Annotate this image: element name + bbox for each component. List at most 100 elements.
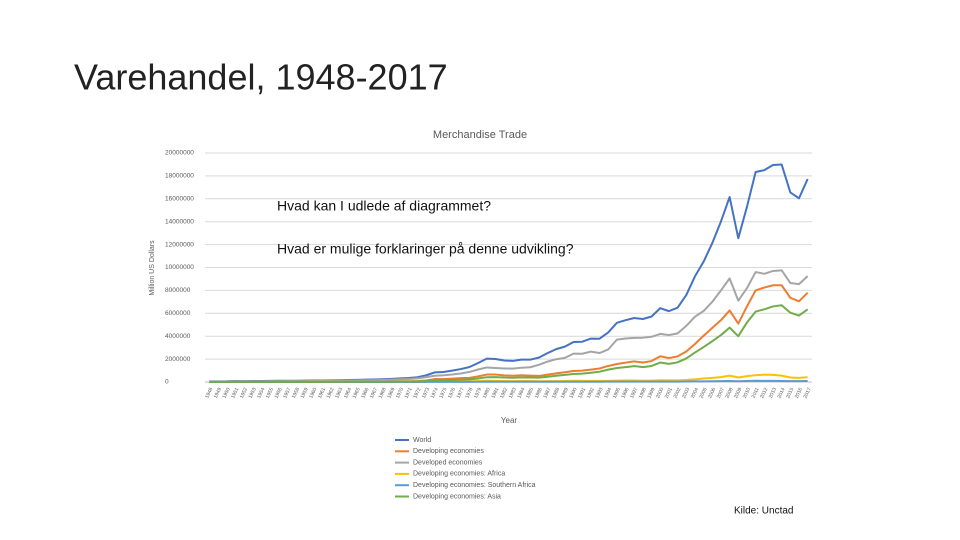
- x-tick-label: 1970: [395, 387, 405, 400]
- x-tick-label: 2009: [733, 387, 743, 400]
- series-line: [209, 304, 809, 383]
- x-tick-label: 1977: [456, 387, 466, 400]
- plot: 0 2000000 4000000 6000000 8000000 10000000 120…: [165, 150, 813, 501]
- x-tick-label: 1967: [369, 387, 379, 400]
- y-tick-label: 6000000: [165, 310, 191, 317]
- chart-title: Merchandise Trade: [433, 129, 527, 141]
- x-tick-label: 1978: [464, 387, 474, 400]
- x-tick-label: 1984: [516, 387, 526, 400]
- x-tick-label: 1976: [447, 387, 457, 400]
- x-tick-label: 1948: [204, 387, 214, 400]
- y-axis-label: Million US Dollars: [149, 240, 156, 296]
- x-tick-label: 2006: [707, 387, 717, 400]
- question: Hvad er mulige forklaringer på denne udv…: [277, 241, 574, 257]
- legend-label: Developing economies: [413, 448, 484, 455]
- x-tick-label: 1963: [334, 387, 344, 400]
- x-tick-label: 1994: [603, 387, 613, 400]
- x-tick-label: 1955: [265, 387, 275, 400]
- x-tick-label: 1975: [438, 387, 448, 400]
- legend-label: Developing economies: Asia: [413, 493, 501, 500]
- y-tick-label: 14000000: [165, 218, 194, 225]
- x-tick-label: 2002: [672, 387, 682, 400]
- x-tick-label: 1989: [560, 387, 570, 400]
- x-tick-label: 1988: [551, 387, 561, 400]
- y-tick-label: 12000000: [165, 241, 194, 248]
- x-tick-label: 2015: [785, 387, 795, 400]
- x-tick-label: 1997: [629, 387, 639, 400]
- x-tick-label: 1996: [620, 387, 630, 400]
- x-tick-label: 2017: [803, 387, 813, 400]
- x-tick-label: 1987: [542, 387, 552, 400]
- y-tick-label: 20000000: [165, 150, 194, 157]
- x-tick-label: 1957: [282, 387, 292, 400]
- x-tick-label: 1972: [412, 387, 422, 400]
- y-tick-label: 0: [165, 379, 169, 386]
- x-tick-label: 2007: [716, 387, 726, 400]
- x-tick-label: 1961: [317, 387, 327, 400]
- y-tick-label: 18000000: [165, 173, 194, 180]
- x-tick-label: 1953: [248, 387, 258, 400]
- x-tick-label: 1969: [386, 387, 396, 400]
- x-tick-label: 2010: [742, 387, 752, 400]
- question: Hvad kan I udlede af diagrammet?: [277, 198, 491, 214]
- x-tick-label: 1974: [430, 387, 440, 400]
- series-line: [209, 269, 809, 383]
- x-tick-label: 2016: [794, 387, 804, 400]
- x-axis-label: Year: [501, 416, 518, 425]
- x-tick-label: 1949: [213, 387, 223, 400]
- x-tick-label: 1958: [291, 387, 301, 400]
- y-tick-label: 8000000: [165, 287, 191, 294]
- x-tick-label: 2014: [777, 387, 787, 400]
- x-tick-label: 2008: [724, 387, 734, 400]
- source-note: Kilde: Unctad: [734, 506, 793, 517]
- legend-label: Developing economies: Southern Africa: [413, 482, 536, 489]
- legend-label: Developed economies: [413, 459, 483, 466]
- x-tick-label: 1979: [473, 387, 483, 400]
- x-tick-label: 1960: [308, 387, 318, 400]
- slide-title: Varehandel, 1948-2017: [74, 57, 448, 98]
- x-tick-label: 1995: [612, 387, 622, 400]
- x-tick-label: 2004: [690, 387, 700, 400]
- x-tick-label: 1965: [352, 387, 362, 400]
- x-tick-label: 1990: [568, 387, 578, 400]
- x-tick-label: 1968: [378, 387, 388, 400]
- x-tick-label: 2011: [751, 387, 761, 399]
- legend-label: World: [413, 437, 431, 444]
- x-tick-label: 1982: [499, 387, 509, 400]
- x-tick-label: 1985: [525, 387, 535, 400]
- series-line: [209, 284, 809, 383]
- y-tick-label: 16000000: [165, 196, 194, 203]
- x-tick-label: 1998: [638, 387, 648, 400]
- x-tick-label: 1981: [490, 387, 500, 400]
- x-tick-label: 1950: [222, 387, 232, 400]
- x-tick-label: 2012: [759, 387, 769, 400]
- x-tick-label: 1951: [230, 387, 240, 400]
- x-tick-label: 2000: [655, 387, 665, 400]
- x-tick-label: 1983: [508, 387, 518, 400]
- legend-label: Developing economies: Africa: [413, 471, 505, 478]
- y-tick-label: 10000000: [165, 264, 194, 271]
- x-tick-label: 1993: [594, 387, 604, 400]
- x-tick-label: 1986: [534, 387, 544, 400]
- x-tick-label: 1980: [482, 387, 492, 400]
- x-tick-label: 1959: [300, 387, 310, 400]
- x-tick-label: 1952: [239, 387, 249, 400]
- x-tick-label: 2003: [681, 387, 691, 400]
- x-tick-label: 1956: [274, 387, 284, 400]
- x-tick-label: 1971: [404, 387, 414, 400]
- x-tick-label: 1962: [326, 387, 336, 400]
- x-tick-label: 2005: [698, 387, 708, 400]
- x-tick-label: 1991: [577, 387, 587, 400]
- x-tick-label: 1992: [586, 387, 596, 400]
- x-tick-label: 1999: [646, 387, 656, 400]
- y-tick-label: 4000000: [165, 333, 191, 340]
- x-tick-label: 1973: [421, 387, 431, 400]
- y-tick-label: 2000000: [165, 356, 191, 363]
- x-tick-label: 1966: [360, 387, 370, 400]
- x-tick-label: 2013: [768, 387, 778, 400]
- x-tick-label: 1964: [343, 387, 353, 400]
- x-tick-label: 1954: [256, 387, 266, 400]
- x-tick-label: 2001: [664, 387, 674, 400]
